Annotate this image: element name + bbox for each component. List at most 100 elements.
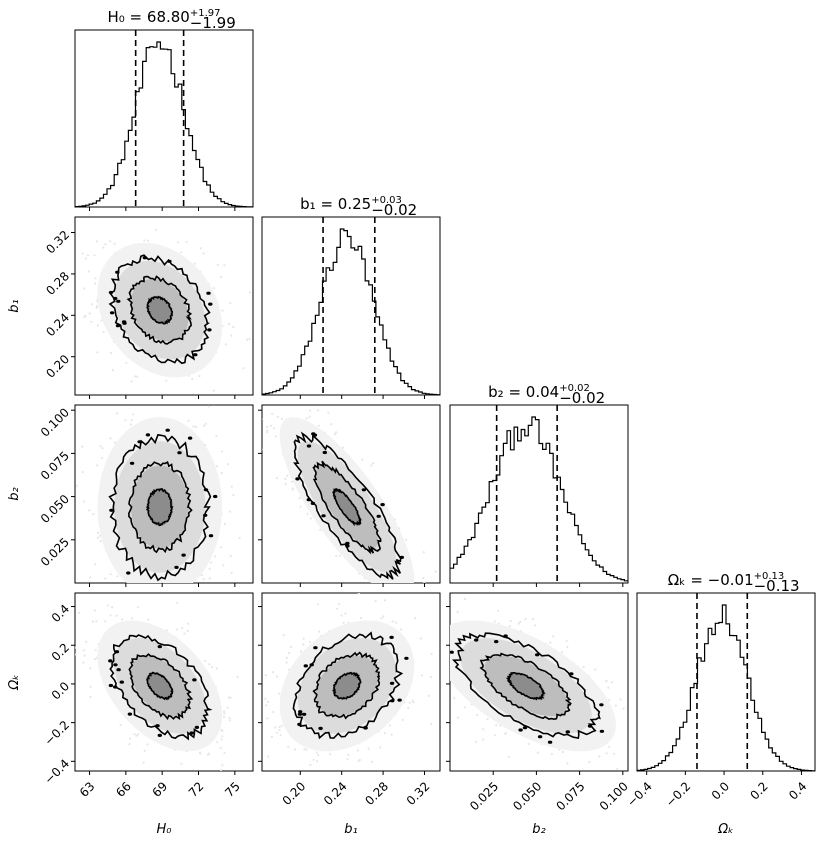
- x-tick-label-b2: 0.050: [510, 779, 544, 813]
- sample-point: [262, 448, 263, 451]
- sample-point: [497, 609, 500, 612]
- title-b2: b₂ = 0.04+0.02: [488, 383, 590, 401]
- y-tick-label-Ok: −0.4: [42, 757, 73, 788]
- sample-point: [335, 554, 338, 558]
- sample-point: [104, 577, 107, 580]
- contour-island: [297, 722, 302, 727]
- sample-point: [550, 752, 554, 755]
- y-tick-label-b1: 0.20: [43, 352, 72, 381]
- sample-point: [299, 650, 302, 653]
- sample-point: [443, 646, 445, 648]
- sample-point: [284, 477, 287, 480]
- contour-island: [309, 663, 314, 667]
- sample-point: [327, 411, 330, 414]
- panel-H0-Ok: [68, 592, 254, 772]
- sample-point: [302, 637, 305, 640]
- sample-point: [109, 437, 112, 440]
- sample-point: [306, 512, 309, 515]
- contour-3-sigma: [108, 433, 212, 582]
- contour-island: [157, 645, 162, 649]
- contour-island: [322, 450, 327, 455]
- contour-island: [318, 726, 323, 731]
- panel-b1-Ok: [261, 592, 441, 783]
- sample-point: [232, 325, 235, 328]
- sample-point: [282, 633, 285, 637]
- sample-point: [183, 632, 186, 635]
- contour-2-sigma: [312, 651, 381, 720]
- sample-point: [275, 477, 278, 480]
- contour-2-sigma: [128, 461, 193, 554]
- sample-point: [93, 609, 96, 612]
- sample-point: [223, 522, 227, 526]
- sample-point: [380, 617, 383, 620]
- sample-point: [614, 704, 617, 707]
- x-tick-label-H0: 66: [113, 779, 134, 800]
- sample-point: [146, 239, 149, 242]
- sample-point: [95, 240, 98, 243]
- sample-point: [68, 622, 70, 624]
- sample-point: [94, 282, 97, 285]
- sample-point: [463, 706, 467, 709]
- sample-point: [299, 505, 302, 508]
- sample-point: [121, 618, 124, 621]
- sample-point: [109, 351, 113, 355]
- sample-point: [262, 705, 263, 707]
- sample-point: [391, 620, 394, 623]
- sample-point: [215, 435, 218, 438]
- sample-point: [92, 512, 95, 516]
- x-tick-label-b2: 0.100: [597, 779, 631, 813]
- title-b1: b₁ = 0.25+0.03: [300, 195, 402, 213]
- sample-point: [305, 417, 308, 420]
- sample-point: [170, 585, 172, 587]
- sample-point: [222, 715, 226, 719]
- sample-point: [248, 337, 251, 340]
- sample-point: [111, 369, 114, 372]
- sample-point: [276, 415, 279, 418]
- contour-2-sigma: [126, 275, 193, 345]
- sample-point: [582, 665, 585, 669]
- sample-point: [265, 704, 268, 707]
- contour-island: [404, 656, 409, 660]
- sample-point: [216, 741, 219, 744]
- sample-point: [266, 700, 270, 703]
- sample-point: [340, 614, 343, 617]
- sample-point: [273, 427, 276, 430]
- contour-island: [587, 724, 593, 728]
- sample-point: [83, 315, 86, 319]
- sample-point: [610, 681, 614, 684]
- sample-point: [175, 628, 178, 631]
- contour-island: [547, 740, 553, 744]
- sample-point: [456, 716, 460, 719]
- contour-1-sigma: [146, 671, 174, 701]
- sample-point: [208, 577, 211, 580]
- sample-point: [124, 419, 127, 422]
- contour-island: [321, 514, 326, 518]
- title-minus-b2: −0.02: [559, 389, 605, 407]
- sample-point: [110, 606, 114, 609]
- contour-3-sigma: [292, 631, 404, 740]
- sample-point: [200, 573, 203, 577]
- sample-point: [453, 697, 456, 700]
- y-tick-label-b1: 0.24: [43, 311, 72, 340]
- sample-point: [390, 733, 393, 736]
- sample-point: [130, 419, 133, 422]
- sample-point: [210, 561, 213, 564]
- sample-point: [402, 588, 404, 590]
- sample-point: [109, 614, 112, 617]
- sample-point: [248, 291, 251, 294]
- sample-point: [266, 717, 269, 720]
- sample-point: [309, 409, 312, 412]
- sample-point: [269, 781, 271, 783]
- sample-point: [605, 752, 608, 755]
- sample-point: [347, 753, 350, 757]
- sample-point: [109, 240, 112, 243]
- contour-island: [389, 681, 395, 685]
- sample-point: [101, 447, 104, 450]
- sample-point: [379, 746, 382, 749]
- sample-point: [308, 415, 311, 418]
- sample-point: [199, 247, 202, 250]
- contour-island: [450, 650, 454, 654]
- sample-point: [430, 722, 433, 725]
- sample-point: [99, 540, 102, 543]
- sample-point: [213, 405, 215, 406]
